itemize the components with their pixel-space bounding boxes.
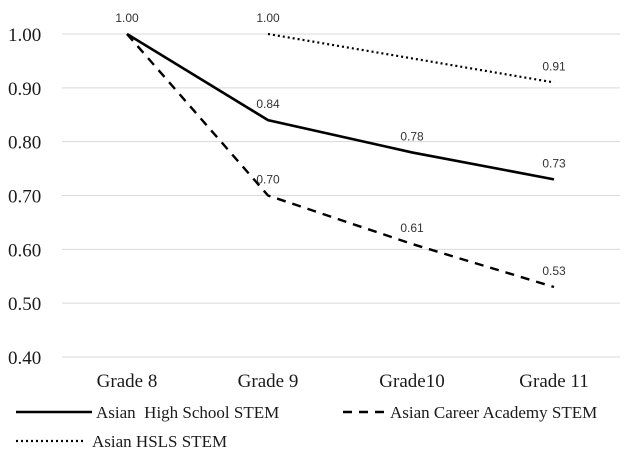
legend-label: Asian HSLS STEM [92, 432, 227, 451]
series-line-1 [126, 32, 555, 181]
legend-label: Asian High School STEM [96, 403, 279, 422]
y-tick-label: 0.90 [8, 79, 41, 100]
series-line-3 [267, 32, 555, 84]
y-axis-tick-labels: 0.40 0.50 0.60 0.70 0.80 0.90 1.00 [8, 25, 41, 369]
data-label: 0.84 [256, 97, 280, 111]
x-axis-tick-labels: Grade 8 Grade 9 Grade10 Grade 11 [97, 371, 589, 392]
y-tick-label: 0.80 [8, 133, 41, 154]
data-label: 0.70 [256, 173, 280, 187]
data-label: 1.00 [256, 11, 280, 25]
data-label: 0.73 [542, 156, 566, 170]
x-tick-label: Grade 9 [238, 371, 299, 392]
y-tick-label: 0.40 [8, 348, 41, 369]
data-label: 0.53 [542, 264, 566, 278]
data-labels: 1.00 0.84 0.78 0.73 0.70 0.61 0.53 1.00 0.91 [115, 11, 566, 278]
legend-label: Asian Career Academy STEM [390, 403, 597, 422]
data-label: 1.00 [115, 11, 139, 25]
x-tick-label: Grade 8 [97, 371, 158, 392]
y-tick-label: 0.70 [8, 187, 41, 208]
data-label: 0.78 [400, 129, 424, 143]
data-label: 0.61 [400, 221, 424, 235]
y-tick-label: 0.50 [8, 294, 41, 315]
gridlines [62, 33, 620, 358]
legend: Asian High School STEM Asian Career Acade… [16, 403, 597, 451]
x-tick-label: Grade10 [379, 371, 444, 392]
y-tick-label: 0.60 [8, 240, 41, 261]
x-tick-label: Grade 11 [519, 371, 588, 392]
data-label: 0.91 [542, 59, 566, 73]
series-line-2 [126, 33, 555, 289]
y-tick-label: 1.00 [8, 25, 41, 46]
series-lines [126, 32, 555, 289]
